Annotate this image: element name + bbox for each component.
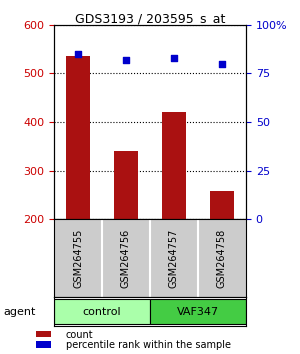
Bar [38, 332, 50, 337]
Text: percentile rank within the sample: percentile rank within the sample [66, 340, 231, 350]
Point [124, 57, 128, 63]
Bar [210, 191, 234, 219]
Bar [66, 56, 90, 219]
Text: count: count [66, 330, 94, 339]
Bar [38, 342, 50, 347]
Text: control: control [83, 307, 121, 316]
Text: GSM264756: GSM264756 [121, 229, 131, 288]
Text: GSM264755: GSM264755 [73, 229, 83, 288]
Text: agent: agent [3, 307, 35, 316]
Text: GSM264757: GSM264757 [169, 229, 179, 288]
Text: VAF347: VAF347 [177, 307, 219, 316]
Bar [162, 113, 186, 219]
FancyBboxPatch shape [54, 299, 150, 324]
Point [172, 55, 176, 61]
Text: GSM264758: GSM264758 [217, 229, 227, 288]
Point [220, 61, 224, 67]
Bar [114, 152, 138, 219]
FancyBboxPatch shape [150, 299, 246, 324]
Point [76, 51, 80, 57]
Text: GDS3193 / 203595_s_at: GDS3193 / 203595_s_at [75, 12, 225, 25]
